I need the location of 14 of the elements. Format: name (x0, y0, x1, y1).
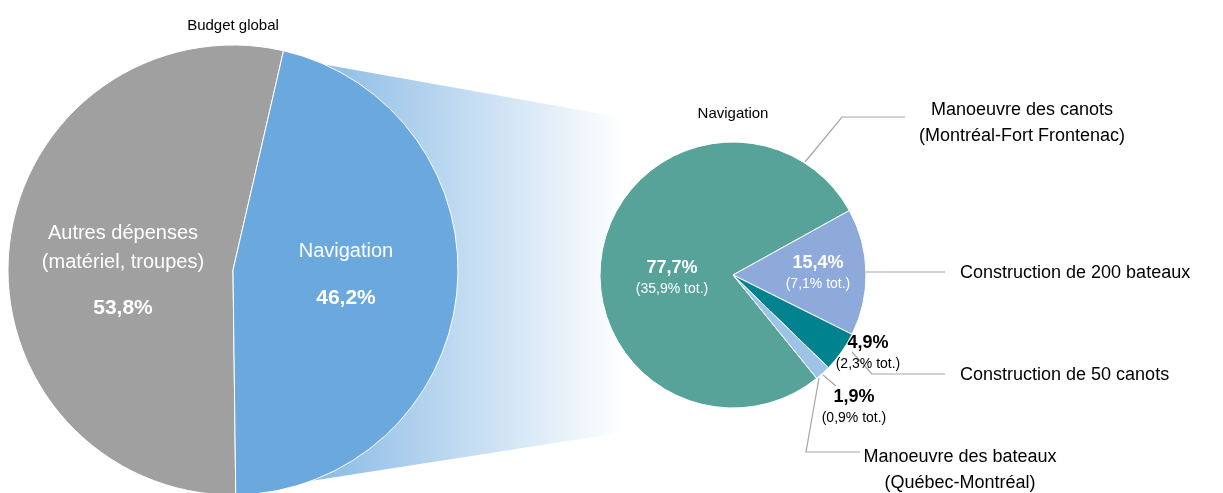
slice-label: Manoeuvre des canots (Montréal-Fort Frontenac) (918, 99, 1126, 146)
slice-label: Navigation (298, 239, 394, 261)
slice-label: Manoeuvre des bateaux (Québec-Montréal) (863, 446, 1057, 493)
data-label: 77,7% (35,9% tot.) (635, 257, 709, 296)
slice-label: Construction de 200 bateaux (960, 262, 1191, 282)
slice-label: Autres dépenses (matériel, troupes) (41, 221, 205, 272)
chart-title: Navigation (697, 104, 769, 121)
data-label: 1,9% (0,9% tot.) (821, 386, 887, 425)
data-label: 4,9% (2,3% tot.) (835, 332, 901, 371)
data-label: 53,8% (93, 295, 154, 318)
chart-title: Budget global (187, 16, 279, 33)
data-label: 15,4% (7,1% tot.) (785, 252, 851, 291)
data-label: 46,2% (316, 285, 377, 308)
slice-label: Construction de 50 canots (960, 364, 1170, 384)
